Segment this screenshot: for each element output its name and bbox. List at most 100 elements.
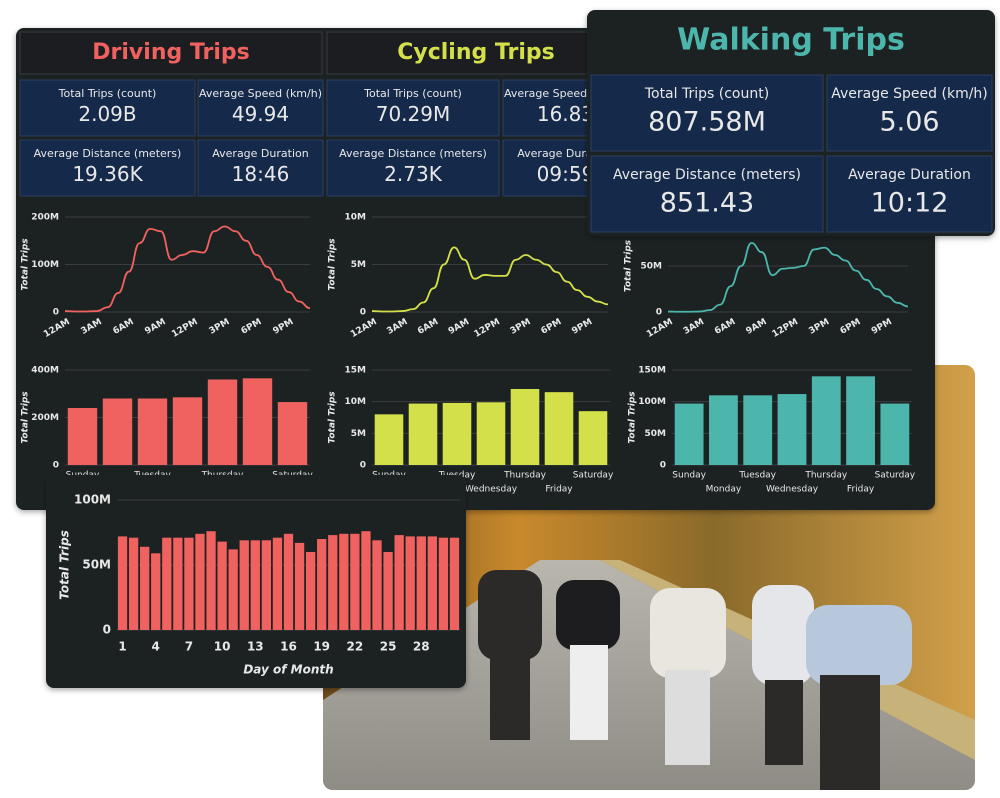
bar (172, 397, 203, 465)
kpi-value: 807.58M (648, 106, 766, 137)
bar (195, 533, 205, 630)
bar (476, 402, 506, 465)
y-tick-label: 0 (103, 623, 111, 637)
y-tick-label: 0 (360, 308, 366, 318)
bar (544, 392, 574, 465)
bar (374, 414, 404, 465)
line (667, 242, 909, 313)
x-tick-label: Thursday (503, 471, 547, 481)
kpi-label: Average Distance (meters) (34, 147, 182, 160)
x-tick-label: Friday (847, 485, 875, 495)
kpi-box (590, 155, 824, 233)
kpi-value: 70.29M (376, 102, 451, 126)
y-axis-title: Total Trips (624, 239, 634, 292)
bar (184, 537, 194, 630)
bar (239, 540, 249, 630)
kpi-box (826, 74, 993, 152)
y-axis-title: Total Trips (328, 391, 338, 444)
kpi-value: 2.09B (78, 102, 136, 126)
bar (372, 540, 382, 630)
bar (394, 535, 404, 630)
x-tick-label: 10 (214, 640, 231, 654)
x-tick-label: Wednesday (766, 485, 819, 495)
bar (361, 531, 371, 630)
y-tick-label: 15M (345, 366, 367, 376)
bar (162, 537, 172, 630)
y-tick-label: 200M (31, 413, 59, 423)
bar (846, 376, 875, 465)
bar (449, 537, 460, 630)
bar (117, 536, 128, 630)
x-axis-title: Day of Month (243, 663, 333, 677)
y-axis-title: Total Trips (328, 238, 338, 291)
y-tick-label: 400M (31, 366, 59, 376)
bar (811, 376, 841, 465)
x-tick-label: 16 (280, 640, 297, 654)
y-axis-title: Total Trips (58, 530, 72, 600)
bar (151, 553, 161, 630)
bar (350, 533, 360, 630)
y-tick-label: 10M (345, 397, 367, 407)
y-axis-title: Total Trips (21, 391, 31, 444)
kpi-value: 18:46 (232, 162, 290, 186)
x-tick-label: Wednesday (465, 485, 518, 495)
y-tick-label: 50M (641, 262, 663, 272)
y-axis-title: Total Trips (21, 238, 31, 291)
x-tick-label: 1 (118, 640, 126, 654)
header-box (326, 31, 598, 75)
y-tick-label: 100M (31, 260, 59, 270)
bar (510, 389, 540, 465)
kpi-label: Total Trips (count) (644, 86, 769, 102)
kpi-value: 2.73K (384, 162, 443, 186)
bar (102, 398, 133, 465)
bar (140, 546, 150, 630)
kpi-box (590, 74, 824, 152)
bar (137, 398, 168, 465)
kpi-box (197, 79, 324, 137)
y-tick-label: 0 (53, 308, 59, 318)
kpi-value: 16.83 (537, 102, 594, 126)
x-tick-label: Friday (545, 485, 573, 495)
kpi-value: 10:12 (871, 187, 949, 218)
bar (438, 537, 449, 630)
kpi-box (326, 139, 500, 197)
bar (242, 378, 273, 465)
y-tick-label: 150M (638, 366, 666, 376)
y-tick-label: 0 (53, 461, 59, 471)
bar (305, 552, 316, 630)
dashboard-title: Walking Trips (677, 23, 905, 58)
y-tick-label: 0 (660, 461, 666, 471)
kpi-value: 19.36K (72, 162, 143, 186)
kpi-label: Total Trips (count) (363, 87, 462, 100)
kpi-value: 49.94 (232, 102, 289, 126)
bar (317, 539, 327, 630)
y-tick-label: 5M (351, 429, 366, 439)
dashboard-title: Driving Trips (92, 40, 249, 65)
bar (217, 541, 227, 630)
x-tick-label: 22 (347, 640, 364, 654)
bar (283, 533, 294, 630)
y-tick-label: 10M (345, 213, 367, 223)
y-tick-label: 100M (74, 493, 111, 507)
dashboard-title: Cycling Trips (397, 40, 555, 65)
bar (294, 542, 305, 630)
kpi-label: Average Duration (212, 147, 308, 160)
kpi-label: Average Speed (km/h) (199, 87, 322, 100)
bar (206, 531, 216, 630)
x-tick-label: 7 (185, 640, 193, 654)
bar (383, 552, 393, 630)
bar (405, 536, 415, 630)
x-tick-label: 19 (313, 640, 330, 654)
bar (272, 537, 283, 630)
kpi-label: Average Distance (meters) (339, 147, 487, 160)
day-of-month-panel: 0 50M 100M Total Trips 1 4 7 10 13 16 19 22 25 28 Day … (46, 475, 466, 688)
header-box (19, 31, 323, 75)
x-tick-label: Thursday (804, 471, 848, 481)
y-tick-label: 0 (360, 461, 366, 471)
bar (674, 403, 704, 465)
kpi-box (326, 79, 500, 137)
kpi-box (19, 139, 196, 197)
bar (173, 537, 183, 630)
y-tick-label: 50M (82, 558, 111, 572)
